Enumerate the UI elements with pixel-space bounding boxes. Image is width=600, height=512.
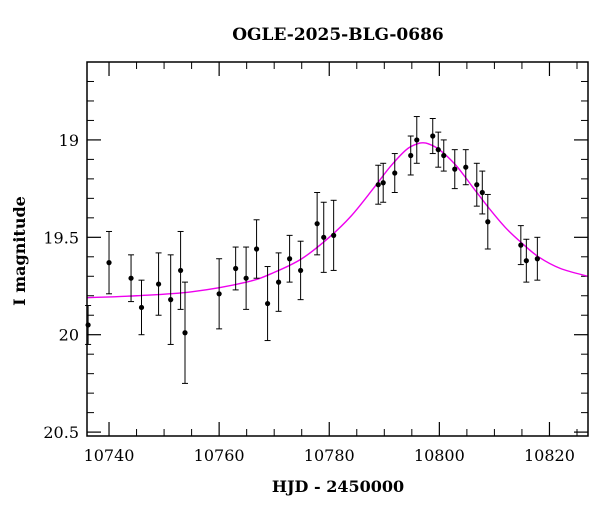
data-point (518, 242, 524, 248)
data-point (243, 275, 249, 281)
data-point (523, 258, 529, 264)
y-tick-label: 19.5 (43, 228, 79, 247)
data-point (331, 232, 337, 238)
data-point (534, 256, 540, 262)
x-tick-label: 10740 (84, 446, 135, 465)
data-point (463, 164, 469, 170)
data-point (264, 300, 271, 307)
data-point (474, 182, 480, 188)
x-axis-label: HJD - 2450000 (272, 477, 404, 496)
x-tick-label: 10780 (304, 446, 355, 465)
data-point (430, 133, 436, 139)
data-point (314, 221, 320, 227)
data-point (253, 246, 260, 252)
data-point (233, 265, 239, 272)
data-point (435, 147, 441, 153)
x-tick-label: 10800 (414, 446, 465, 465)
data-point (106, 260, 112, 266)
data-point (452, 166, 458, 172)
plot-frame (86, 61, 589, 437)
chart-title: OGLE-2025-BLG-0686 (232, 25, 444, 45)
x-tick-label: 10820 (524, 446, 575, 465)
plot-area: 10740 10760 10780 10800 10820 19 19.5 20 20.5 (43, 61, 589, 465)
y-tick-label: 19 (59, 131, 79, 150)
x-tick-label: 10760 (194, 446, 245, 465)
data-point (298, 267, 304, 274)
data-point (321, 234, 327, 240)
data-point (485, 219, 491, 225)
data-point (138, 304, 145, 311)
data-point (414, 137, 420, 143)
data-point (128, 275, 134, 281)
data-point (177, 267, 184, 274)
data-point (155, 281, 162, 287)
data-point (479, 189, 485, 196)
data-point (380, 180, 386, 186)
y-tick-label: 20 (59, 326, 79, 345)
data-point (168, 297, 174, 303)
data-point (275, 279, 282, 285)
data-point (408, 152, 414, 159)
data-point (375, 182, 381, 188)
model-curve (86, 142, 589, 299)
data-point (441, 152, 447, 159)
data-point (287, 256, 293, 262)
y-tick-label: 20.5 (43, 423, 79, 442)
data-point (392, 170, 398, 176)
data-point (216, 291, 222, 297)
y-axis-label: I magnitude (10, 196, 29, 306)
data-point (182, 330, 188, 336)
